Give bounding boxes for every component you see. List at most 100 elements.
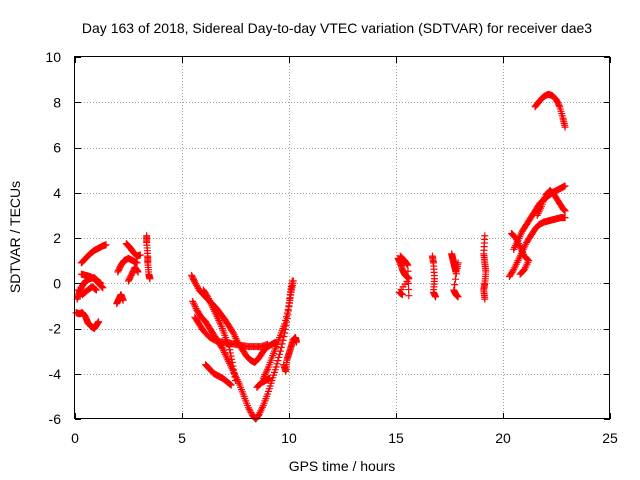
data-point	[98, 283, 106, 291]
series-arc-q	[253, 374, 274, 391]
plot-frame	[74, 56, 610, 419]
data-point	[230, 369, 238, 377]
y-tick-label: 6	[53, 140, 61, 156]
series-arc-aa	[533, 186, 569, 219]
data-point	[246, 407, 254, 415]
y-tick-label: 2	[53, 230, 61, 246]
series-arc-r	[280, 334, 300, 375]
data-point	[193, 281, 201, 289]
series-arc-w	[480, 232, 490, 303]
y-tick-label: -6	[49, 411, 62, 427]
data-point	[454, 293, 462, 301]
data-point	[561, 123, 569, 131]
data-point	[133, 267, 141, 275]
data-point	[229, 328, 237, 336]
x-tick-label: 10	[281, 430, 297, 446]
x-tick-label: 20	[495, 430, 511, 446]
data-point	[432, 293, 440, 301]
data-point	[280, 333, 288, 341]
x-tick-labels: 0 5 10 15 20 25	[71, 430, 618, 446]
data-point	[276, 350, 284, 358]
series-arc-n	[199, 286, 239, 385]
series-arc-d	[74, 283, 100, 299]
series-arc-s	[394, 254, 413, 299]
y-tick-label: 4	[53, 185, 61, 201]
data-point	[404, 261, 412, 269]
series-arc-a	[72, 309, 103, 332]
data-point	[231, 373, 239, 381]
data-point	[226, 380, 234, 388]
series-arc-z	[508, 229, 533, 278]
data-point	[227, 381, 235, 389]
grid	[75, 57, 610, 419]
y-tick-label: 8	[53, 94, 61, 110]
data-point	[232, 377, 239, 385]
series-arc-h	[122, 240, 144, 260]
data-point	[404, 273, 412, 281]
series-arc-p	[259, 277, 297, 382]
series-arc-e	[77, 241, 110, 267]
data-point	[403, 260, 411, 268]
x-tick-label: 0	[71, 430, 79, 446]
series-arc-u	[428, 252, 440, 301]
chart-title: Day 163 of 2018, Sidereal Day-to-day VTE…	[82, 20, 592, 36]
data-point	[555, 101, 563, 109]
data-point	[226, 346, 234, 354]
x-tick-label: 25	[602, 430, 618, 446]
data-point	[226, 349, 234, 357]
series-arc-g	[114, 254, 141, 276]
data-point	[191, 278, 199, 286]
data-point	[133, 259, 141, 267]
data-point	[517, 269, 525, 277]
data-point	[561, 182, 569, 190]
data-point	[292, 338, 300, 346]
data-point	[91, 285, 99, 293]
y-tick-label: -4	[49, 366, 62, 382]
data-point	[275, 353, 283, 361]
data-point	[228, 358, 236, 366]
data-point	[404, 267, 412, 275]
series-arc-o	[202, 361, 235, 389]
y-tick-label: 10	[45, 49, 61, 65]
data-point	[405, 286, 413, 294]
series-arc-c	[77, 270, 107, 292]
data-point	[119, 296, 127, 304]
data-point	[102, 241, 110, 249]
data-point	[247, 408, 255, 416]
series-arc-ab	[531, 90, 569, 131]
data-point	[284, 305, 292, 313]
data-point	[225, 343, 233, 351]
data-point	[227, 352, 235, 360]
data-point	[451, 281, 459, 289]
series-arc-f	[113, 291, 127, 308]
data-point	[266, 374, 274, 382]
series-arc-j	[143, 232, 154, 283]
series-arc-x	[505, 214, 569, 280]
x-axis-label: GPS time / hours	[289, 458, 396, 474]
data-point	[453, 264, 461, 272]
data-points	[72, 90, 569, 423]
y-tick-label: 0	[53, 275, 61, 291]
data-point	[282, 316, 290, 324]
data-point	[516, 270, 524, 278]
series-arc-i	[125, 263, 142, 285]
data-point	[561, 214, 569, 222]
x-tick-label: 15	[388, 430, 404, 446]
x-tick-label: 5	[178, 430, 186, 446]
data-point	[228, 355, 236, 363]
data-point	[277, 344, 285, 352]
data-point	[452, 270, 460, 278]
data-point	[272, 363, 280, 371]
data-point	[146, 275, 154, 283]
data-point	[398, 291, 406, 299]
data-point	[245, 405, 253, 413]
data-point	[92, 286, 100, 294]
series-arc-t	[396, 252, 413, 300]
data-point	[273, 360, 281, 368]
data-point	[281, 320, 289, 328]
y-tick-labels: -6 -4 -2 0 2 4 6 8 10	[45, 49, 61, 427]
data-point	[481, 295, 489, 303]
data-point	[226, 380, 234, 388]
data-point	[244, 404, 252, 412]
